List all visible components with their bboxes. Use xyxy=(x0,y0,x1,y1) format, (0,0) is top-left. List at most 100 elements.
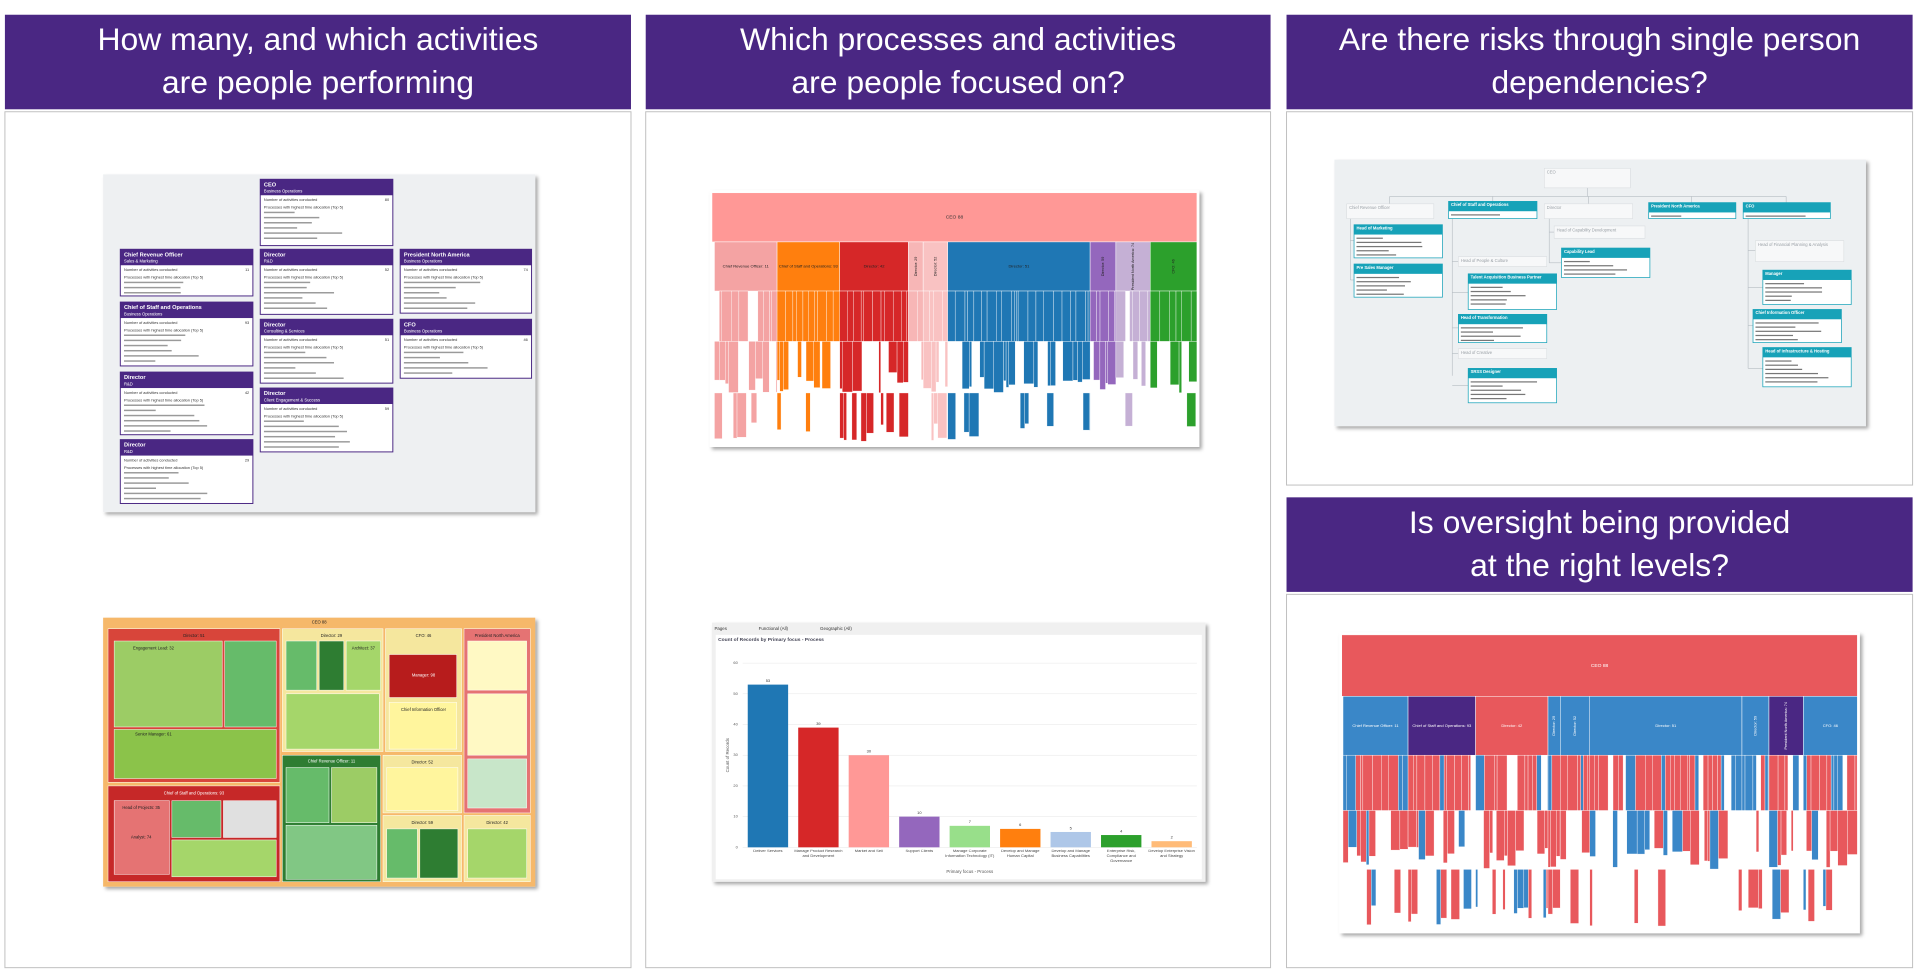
icicle-leaf xyxy=(1771,869,1781,920)
icicle-leaf xyxy=(1150,290,1161,342)
icicle-leaf xyxy=(1019,392,1025,429)
icicle-leaf xyxy=(863,290,873,342)
icicle-leaf xyxy=(1360,810,1367,863)
icicle-leaf xyxy=(805,392,811,432)
x-tick-label: Support Clients xyxy=(905,849,934,854)
card-item xyxy=(123,355,199,357)
icicle-leaf xyxy=(1115,290,1126,342)
card-item xyxy=(263,351,306,354)
icicle-node xyxy=(1475,696,1549,756)
bar-value-label: 2 xyxy=(1171,835,1173,840)
icicle-leaf xyxy=(1527,755,1533,811)
icicle-leaf xyxy=(1070,290,1077,342)
icicle-leaf xyxy=(1089,290,1097,342)
icicle-leaf xyxy=(880,290,885,342)
icicle-leaf xyxy=(814,290,818,342)
treemap-label: Director: 59 xyxy=(412,820,434,825)
org-node-line xyxy=(1356,293,1404,295)
icicle-leaf xyxy=(839,341,843,389)
icicle-leaf xyxy=(1461,755,1469,811)
card-header xyxy=(400,319,532,336)
icicle-leaf xyxy=(1780,869,1790,913)
icicle-leaf xyxy=(1390,810,1401,851)
org-node-line xyxy=(1356,245,1423,248)
card-process-label: Processes with highest time allocation (… xyxy=(264,275,344,280)
icicle-leaf xyxy=(1188,341,1198,382)
icicle-leaf xyxy=(1544,810,1549,849)
icicle-leaf xyxy=(900,290,907,342)
panel-title: at the right levels? xyxy=(1470,547,1729,583)
icicle-leaf xyxy=(1513,869,1518,914)
card-unit: R&D xyxy=(264,259,273,264)
bar xyxy=(848,755,890,848)
icicle-leaf xyxy=(776,290,786,342)
card-item xyxy=(123,409,156,412)
icicle-leaf xyxy=(1381,755,1389,811)
panel-title: Are there risks through single person xyxy=(1339,21,1860,57)
card-title: Director xyxy=(264,322,286,328)
icicle-leaf xyxy=(1159,290,1170,342)
icicle-leaf xyxy=(1475,869,1478,908)
card-unit: R&D xyxy=(124,449,133,454)
card-item xyxy=(123,419,200,422)
org-node-line xyxy=(1755,339,1798,341)
icicle-leaf xyxy=(1366,810,1370,866)
icicle-leaf xyxy=(1748,869,1759,909)
icicle-leaf xyxy=(1108,290,1115,342)
bar-value-label: 10 xyxy=(917,810,922,815)
treemap-label: Director: 52 xyxy=(412,760,434,765)
card-item xyxy=(403,367,488,369)
org-node-line xyxy=(1755,326,1796,328)
card-item xyxy=(263,297,303,299)
card-unit: R&D xyxy=(124,381,133,386)
icicle-leaf xyxy=(1810,755,1820,811)
icicle-leaf xyxy=(908,290,918,342)
icicle-leaf xyxy=(1082,392,1090,431)
icicle-leaf xyxy=(1394,869,1401,914)
icicle-leaf xyxy=(1702,755,1709,811)
panel-title: dependencies? xyxy=(1491,64,1707,100)
icicle-leaf xyxy=(1096,290,1101,342)
x-tick-label: Enterprise Risk, Compliance and Governan… xyxy=(1106,849,1136,863)
icicle-leaf xyxy=(968,392,980,437)
card-count: 74 xyxy=(524,267,529,272)
org-node-title: Head of Financial Planning & Analysis xyxy=(1758,242,1828,247)
card-unit: Client Engagement & Success xyxy=(264,397,320,402)
org-node-header xyxy=(1354,224,1443,235)
org-node-title: Head of Infrastructure & Hosting xyxy=(1765,348,1830,353)
icicle-leaf xyxy=(1436,869,1441,925)
icicle-label: Chief Revenue Officer: 11 xyxy=(1352,723,1399,728)
icicle-leaf xyxy=(1612,810,1618,868)
icicle-leaf xyxy=(964,290,968,342)
icicle-leaf xyxy=(1342,755,1347,811)
bar xyxy=(1000,828,1041,848)
org-node xyxy=(1458,348,1548,359)
icicle-leaf xyxy=(931,392,934,441)
icicle-leaf xyxy=(1589,755,1595,811)
bar xyxy=(1151,841,1192,848)
icicle-leaf xyxy=(954,290,966,342)
org-node-line xyxy=(1460,339,1494,342)
icicle-leaf xyxy=(1011,290,1015,342)
org-node xyxy=(1346,203,1435,219)
icicle-leaf xyxy=(1594,755,1599,811)
icicle-leaf xyxy=(821,341,831,389)
card-item xyxy=(263,281,311,284)
icicle-leaf xyxy=(1730,755,1736,811)
panel-title: Which processes and activities xyxy=(740,21,1176,57)
org-node-line xyxy=(1356,250,1389,252)
icicle-leaf xyxy=(1141,341,1146,387)
icicle-node xyxy=(1342,696,1409,756)
icicle-leaf xyxy=(1652,755,1662,811)
icicle-leaf xyxy=(1105,341,1109,384)
icicle-leaf xyxy=(922,290,930,342)
icicle-leaf xyxy=(1043,290,1054,342)
icicle-leaf xyxy=(1450,869,1460,920)
icicle-leaf xyxy=(792,290,797,342)
treemap-cell xyxy=(388,654,457,698)
icicle-leaf xyxy=(886,392,895,433)
org-node xyxy=(1544,203,1633,219)
icicle-leaf xyxy=(983,341,994,390)
card-count: 80 xyxy=(385,197,390,202)
icicle-leaf xyxy=(813,341,821,388)
